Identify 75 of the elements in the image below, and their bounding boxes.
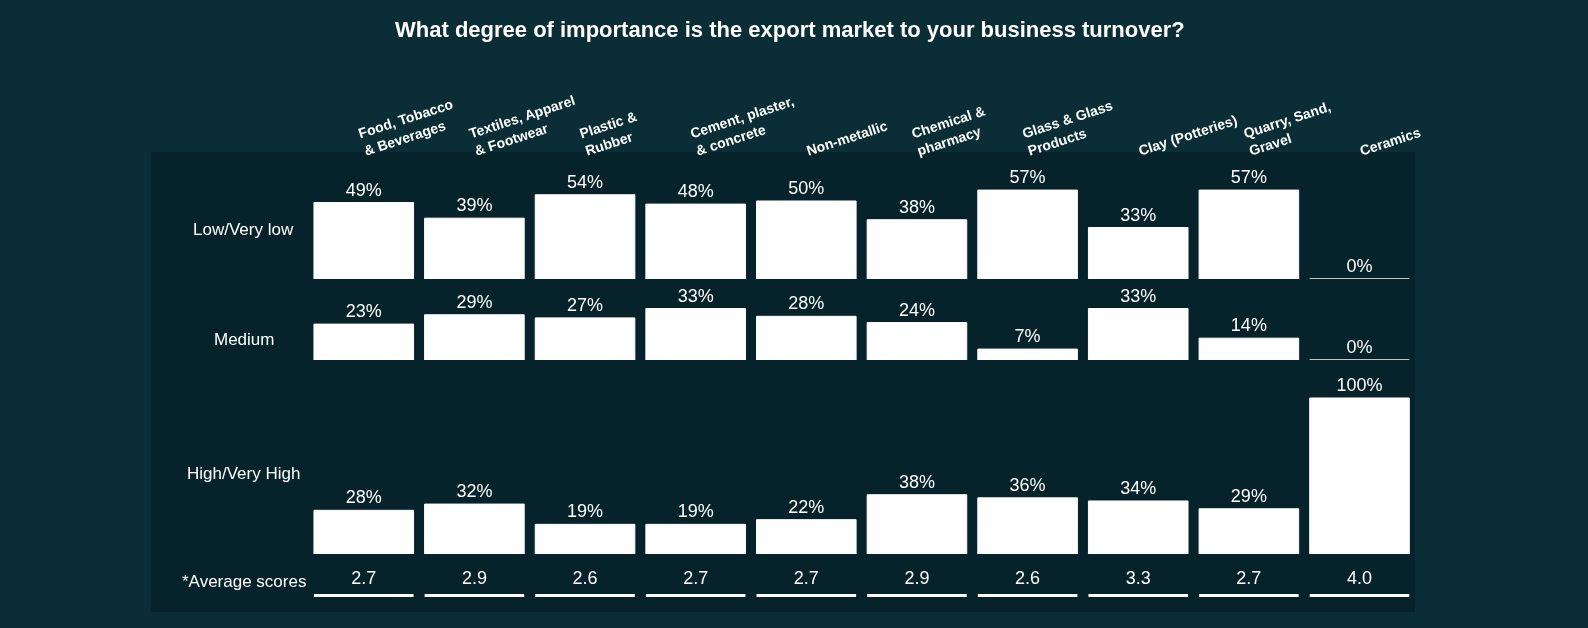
data-label: 2.7 bbox=[1236, 567, 1262, 588]
bar bbox=[756, 519, 857, 554]
bar bbox=[756, 200, 857, 279]
bar bbox=[645, 523, 746, 554]
bar bbox=[313, 323, 415, 360]
bar bbox=[424, 503, 525, 554]
bar bbox=[977, 497, 1078, 554]
bar bbox=[645, 308, 746, 360]
data-label: 34% bbox=[1120, 477, 1157, 498]
bar bbox=[534, 317, 636, 360]
data-label: 0% bbox=[1346, 256, 1373, 276]
data-label: 57% bbox=[1230, 167, 1267, 188]
data-label: 24% bbox=[898, 299, 935, 320]
bar bbox=[866, 322, 968, 360]
bar bbox=[866, 219, 968, 279]
data-label: 0% bbox=[1346, 337, 1373, 357]
data-label: 2.9 bbox=[461, 567, 487, 588]
bar bbox=[1198, 189, 1300, 279]
data-label: 3.3 bbox=[1125, 567, 1151, 588]
bar bbox=[1198, 337, 1300, 360]
data-label: 2.6 bbox=[1015, 567, 1041, 588]
data-label: 29% bbox=[456, 291, 493, 312]
y-axis-title: Low/Very low bbox=[193, 220, 294, 239]
bar bbox=[1309, 397, 1410, 554]
data-label: 39% bbox=[456, 195, 493, 216]
bar bbox=[534, 523, 636, 554]
bar bbox=[977, 189, 1078, 279]
bar bbox=[1087, 308, 1189, 360]
data-label: 50% bbox=[788, 178, 825, 198]
bar bbox=[756, 315, 857, 360]
bar bbox=[1087, 227, 1189, 279]
x-tick-label: Plastic & Rubber bbox=[577, 107, 639, 159]
data-label: 27% bbox=[567, 294, 604, 315]
x-tick-label: Quarry, Sand, Gravel bbox=[1241, 98, 1333, 159]
data-label: 57% bbox=[1009, 167, 1046, 188]
data-label: 23% bbox=[345, 301, 382, 322]
data-label: 2.7 bbox=[683, 567, 709, 588]
bar bbox=[977, 348, 1078, 360]
bar bbox=[424, 314, 525, 360]
bar bbox=[424, 217, 525, 279]
data-label: 7% bbox=[1014, 326, 1041, 347]
y-axis-title: Medium bbox=[214, 330, 275, 349]
data-label: 2.6 bbox=[572, 567, 598, 588]
data-label: 38% bbox=[898, 471, 935, 492]
data-label: 100% bbox=[1336, 375, 1383, 395]
data-label: 33% bbox=[1120, 285, 1157, 306]
data-label: 2.7 bbox=[793, 567, 819, 588]
data-label: 22% bbox=[788, 496, 825, 517]
data-label: 48% bbox=[677, 181, 714, 202]
data-label: 33% bbox=[1120, 204, 1157, 225]
data-label: 38% bbox=[898, 196, 935, 217]
data-label: 54% bbox=[567, 171, 604, 192]
data-label: 32% bbox=[456, 481, 493, 502]
data-label: 29% bbox=[1230, 485, 1267, 506]
data-label: 2.9 bbox=[904, 567, 930, 588]
data-label: 4.0 bbox=[1347, 567, 1373, 588]
bar bbox=[313, 509, 415, 554]
data-label: 33% bbox=[677, 285, 714, 306]
data-label: 36% bbox=[1009, 474, 1046, 495]
chart-title: What degree of importance is the export market to your business turnover? bbox=[395, 17, 1185, 42]
data-label: 28% bbox=[788, 293, 825, 314]
bar bbox=[1198, 508, 1300, 554]
bar bbox=[645, 203, 746, 279]
data-label: 14% bbox=[1230, 315, 1267, 336]
bar bbox=[534, 194, 636, 279]
bar bbox=[1087, 500, 1189, 554]
data-label: 19% bbox=[677, 501, 714, 522]
y-axis-title: High/Very High bbox=[187, 464, 301, 483]
bar bbox=[313, 202, 415, 279]
data-label: 49% bbox=[345, 179, 382, 200]
bar bbox=[866, 494, 968, 554]
text: *Average scores bbox=[182, 572, 307, 591]
data-label: 28% bbox=[345, 487, 382, 508]
data-label: 19% bbox=[567, 501, 604, 522]
data-label: 2.7 bbox=[351, 567, 377, 588]
